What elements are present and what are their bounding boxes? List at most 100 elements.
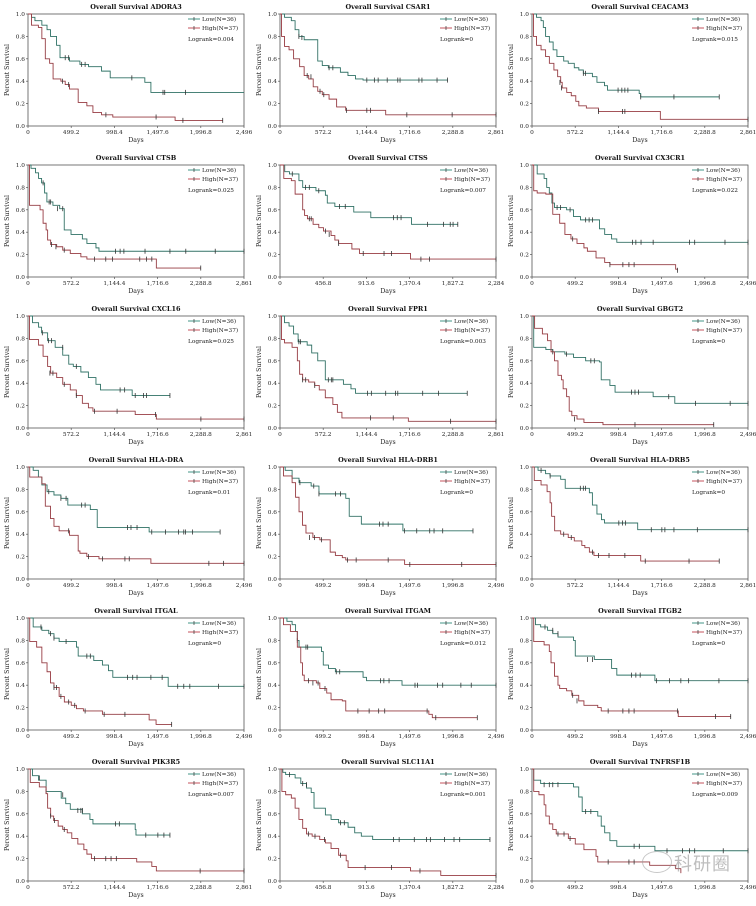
y-tick-label: 0.2 (268, 102, 278, 108)
y-tick-label: 1.0 (16, 767, 26, 773)
y-tick-label: 1.0 (520, 767, 530, 773)
y-axis-label: Percent Survival (508, 799, 515, 851)
y-tick-label: 0.8 (16, 487, 26, 493)
legend-label: High(N=37) (454, 176, 490, 183)
y-tick-label: 0.8 (268, 638, 278, 644)
legend-label: Low(N=36) (706, 16, 740, 23)
chart-title: Overall Survival CXCL16 (91, 305, 181, 313)
y-tick-label: 0.2 (16, 102, 26, 108)
x-tick-label: 499.2 (567, 885, 584, 891)
survival-curve-low (280, 466, 473, 532)
y-tick-label: 0.0 (16, 879, 26, 885)
y-tick-label: 1.0 (520, 616, 530, 622)
x-tick-label: 998.4 (106, 734, 123, 740)
y-tick-label: 0.6 (16, 57, 26, 63)
x-axis-label: Days (632, 741, 647, 748)
x-tick-label: 1,497.6 (651, 734, 673, 740)
x-axis-label: Days (380, 892, 395, 899)
survival-curve-high (532, 617, 731, 718)
y-tick-label: 0.4 (16, 532, 26, 538)
x-tick-label: 2,496 (740, 885, 756, 891)
x-tick-label: 0 (278, 281, 282, 287)
logrank-pvalue: Logrank=0 (692, 339, 725, 345)
x-tick-label: 998.4 (610, 432, 627, 438)
y-tick-label: 0.8 (16, 336, 26, 342)
x-tick-label: 2,496 (236, 583, 253, 589)
x-tick-label: 998.4 (358, 734, 375, 740)
y-tick-label: 0.4 (268, 683, 278, 689)
logrank-pvalue: Logrank=0 (440, 490, 473, 496)
y-tick-label: 0.0 (268, 879, 278, 885)
y-tick-label: 0.4 (16, 230, 26, 236)
y-tick-label: 0.4 (268, 79, 278, 85)
x-tick-label: 2,496 (236, 734, 253, 740)
plot-frame (531, 466, 749, 580)
x-axis-label: Days (128, 288, 143, 295)
km-chart: Overall Survival HLA-DRB5 0.0 0.2 0.4 0.6 0.8… (508, 456, 756, 597)
x-axis-label: Days (128, 892, 143, 899)
survival-curve-shade (28, 617, 172, 725)
x-axis-label: Days (632, 137, 647, 144)
x-tick-label: 1,716.6 (399, 130, 421, 136)
plot-frame (27, 13, 245, 127)
y-tick-label: 0.8 (520, 638, 530, 644)
x-tick-label: 0 (26, 734, 30, 740)
legend-label: Low(N=36) (202, 620, 236, 627)
legend-label: High(N=37) (202, 176, 238, 183)
km-panel: Overall Survival CTSS 0.0 0.2 0.4 0.6 0.8 1.0 0… (252, 151, 505, 302)
x-tick-label: 2,288.8 (442, 432, 464, 438)
km-panel: Overall Survival CX3CR1 0.0 0.2 0.4 0.6 0.8 1.… (504, 151, 756, 302)
x-tick-label: 1,497.6 (147, 734, 169, 740)
survival-curve-shade (532, 617, 748, 681)
x-tick-label: 1,497.6 (651, 432, 673, 438)
km-chart: Overall Survival SLC11A1 0.0 0.2 0.4 0.6 0.8 1… (256, 758, 505, 899)
y-tick-label: 0.6 (520, 208, 530, 214)
chart-title: Overall Survival PIK3R5 (92, 758, 181, 766)
x-tick-label: 2,496 (488, 583, 505, 589)
km-chart: Overall Survival TNFRSF1B 0.0 0.2 0.4 0.6 0.8… (508, 758, 756, 899)
legend-label: Low(N=36) (706, 771, 740, 778)
survival-curve-low (532, 466, 748, 531)
km-panel: Overall Survival CTSB 0.0 0.2 0.4 0.6 0.8 1.0 0… (0, 151, 252, 302)
y-tick-label: 0.4 (520, 230, 530, 236)
x-tick-label: 1,996.8 (442, 734, 464, 740)
legend-label: High(N=37) (706, 25, 742, 32)
y-tick-label: 0.2 (268, 706, 278, 712)
x-tick-label: 572.2 (567, 130, 584, 136)
x-tick-label: 2,861 (740, 583, 756, 589)
x-tick-label: 1,497.6 (399, 583, 421, 589)
chart-title: Overall Survival ITGAM (345, 607, 431, 615)
x-tick-label: 2,496 (740, 281, 756, 287)
x-tick-label: 499.2 (567, 432, 584, 438)
survival-curve-shade (28, 315, 170, 396)
y-tick-label: 0.8 (16, 34, 26, 40)
x-tick-label: 0 (530, 130, 534, 136)
plot-frame (279, 164, 497, 278)
survival-curve-shade (28, 13, 223, 121)
km-panel: Overall Survival TNFRSF1B 0.0 0.2 0.4 0.6 0.8… (504, 755, 756, 906)
y-tick-label: 0.8 (268, 34, 278, 40)
x-axis-label: Days (632, 439, 647, 446)
x-tick-label: 998.4 (610, 281, 627, 287)
x-tick-label: 1,144.4 (607, 130, 629, 136)
logrank-pvalue: Logrank=0 (692, 641, 725, 647)
x-tick-label: 2,496 (740, 432, 756, 438)
y-tick-label: 0.2 (520, 857, 530, 863)
y-axis-label: Percent Survival (4, 497, 11, 549)
survival-curve-shade (28, 768, 170, 836)
survival-curve-shade (280, 13, 448, 81)
legend-label: Low(N=36) (454, 167, 488, 174)
x-axis-label: Days (632, 590, 647, 597)
survival-curve-low (28, 315, 170, 396)
x-tick-label: 1,827.2 (442, 885, 464, 891)
x-tick-label: 0 (530, 583, 534, 589)
x-tick-label: 2,861 (488, 130, 505, 136)
x-tick-label: 1,996.8 (694, 432, 716, 438)
y-tick-label: 0.8 (520, 487, 530, 493)
legend-label: High(N=37) (454, 25, 490, 32)
y-tick-label: 0.0 (268, 426, 278, 432)
x-tick-label: 499.2 (567, 281, 584, 287)
legend-label: Low(N=36) (454, 620, 488, 627)
y-tick-label: 0.2 (268, 253, 278, 259)
legend-label: High(N=37) (454, 327, 490, 334)
